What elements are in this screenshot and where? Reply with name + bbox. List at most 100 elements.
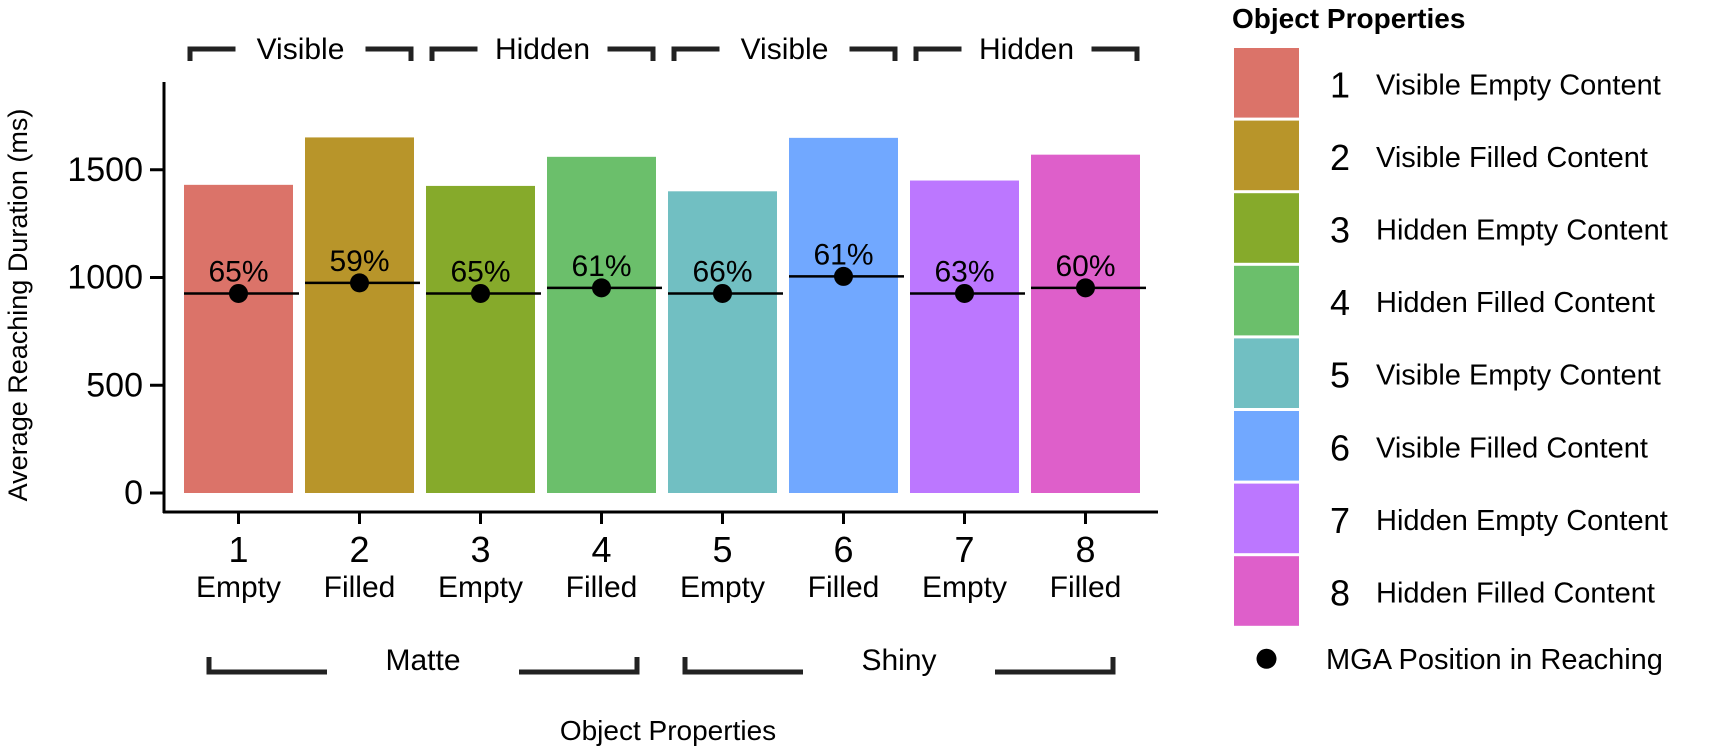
x-axis-label: Object Properties [560, 715, 776, 746]
legend-swatch-1 [1234, 48, 1299, 118]
bar-1 [184, 184, 293, 493]
top-group-brackets: Visible Hidden Visible Hidden [187, 33, 1140, 66]
legend-swatch-5 [1234, 338, 1299, 408]
mga-percent-label: 59% [329, 245, 389, 278]
mga-markers: 65% 59% 65% 61% 66% 61% 63% 60% [184, 238, 1146, 303]
y-tick-label: 0 [124, 474, 143, 512]
legend-swatch-3 [1234, 193, 1299, 263]
mga-percent-label: 65% [208, 255, 268, 288]
x-tick-label: 3 [470, 529, 490, 570]
y-ticks: 0 500 1000 1500 [67, 151, 164, 512]
mga-point [592, 278, 611, 298]
legend: Object Properties 1 Visible Empty Content… [1232, 3, 1668, 676]
legend-key: 2 [1330, 137, 1350, 178]
x-tick-label: 7 [954, 529, 974, 570]
bottom-bracket-left [682, 657, 803, 675]
legend-swatch-4 [1234, 265, 1299, 336]
x-sub-label: Filled [566, 571, 638, 604]
x-ticks: 1Empty2Filled3Empty4Filled5Empty6Filled7… [196, 512, 1121, 604]
legend-swatch-8 [1234, 556, 1299, 626]
mga-point [1076, 278, 1095, 298]
legend-key: 6 [1330, 427, 1350, 468]
legend-swatch-2 [1234, 120, 1299, 191]
x-sub-label: Empty [680, 571, 765, 604]
x-tick-label: 4 [591, 529, 611, 570]
legend-mga-point [1256, 648, 1277, 669]
x-tick-label: 6 [833, 529, 853, 570]
x-tick-label: 1 [228, 529, 248, 570]
bottom-bracket-right [995, 657, 1116, 675]
legend-swatch-6 [1234, 411, 1299, 481]
x-sub-label: Empty [196, 571, 281, 604]
bar-8 [1031, 154, 1140, 494]
top-group-label: Hidden [979, 33, 1074, 66]
mga-point [471, 283, 490, 303]
bar-4 [547, 156, 656, 493]
mga-percent-label: 60% [1055, 250, 1115, 283]
legend-label: Hidden Empty Content [1376, 505, 1668, 537]
bottom-group-label: Matte [385, 644, 460, 677]
bar-3 [426, 185, 535, 493]
bottom-bracket-right [519, 657, 640, 675]
bar-6 [789, 137, 898, 493]
legend-swatch-7 [1234, 483, 1299, 554]
top-bracket-right [849, 46, 898, 61]
legend-key: 4 [1330, 282, 1350, 323]
top-bracket-left [671, 46, 720, 61]
legend-label: Hidden Filled Content [1376, 287, 1655, 319]
mga-percent-label: 66% [692, 255, 752, 288]
mga-point [713, 283, 732, 303]
mga-point [955, 283, 974, 303]
x-sub-label: Filled [324, 571, 396, 604]
mga-percent-label: 63% [934, 255, 994, 288]
x-sub-label: Filled [1050, 571, 1122, 604]
legend-label: Visible Empty Content [1376, 360, 1661, 392]
legend-label: Visible Filled Content [1376, 142, 1648, 174]
legend-label: Hidden Empty Content [1376, 215, 1668, 247]
y-axis-label: Average Reaching Duration (ms) [3, 109, 33, 502]
legend-key: 7 [1330, 500, 1350, 541]
legend-label: Hidden Filled Content [1376, 578, 1655, 610]
mga-percent-label: 65% [450, 255, 510, 288]
legend-key: 1 [1330, 64, 1350, 105]
legend-label: Visible Empty Content [1376, 69, 1661, 101]
top-bracket-left [429, 46, 478, 61]
axes [162, 82, 1158, 514]
bars [184, 137, 1140, 494]
top-group-label: Hidden [495, 33, 590, 66]
bar-5 [668, 191, 777, 494]
x-tick-label: 8 [1075, 529, 1095, 570]
top-bracket-left [913, 46, 962, 61]
mga-point [229, 283, 248, 303]
mga-point [350, 273, 369, 293]
legend-key: 5 [1330, 355, 1350, 396]
top-bracket-left [187, 46, 236, 61]
bottom-group-brackets: Matte Shiny [206, 644, 1116, 677]
x-tick-label: 2 [349, 529, 369, 570]
y-tick-label: 500 [86, 366, 143, 404]
x-sub-label: Empty [922, 571, 1007, 604]
x-sub-label: Filled [808, 571, 880, 604]
legend-point-label: MGA Position in Reaching [1326, 644, 1663, 676]
legend-key: 8 [1330, 573, 1350, 614]
bottom-bracket-left [206, 657, 327, 675]
top-bracket-right [607, 46, 656, 61]
bottom-group-label: Shiny [861, 644, 936, 677]
top-group-label: Visible [741, 33, 829, 66]
mga-percent-label: 61% [571, 250, 631, 283]
y-tick-label: 1500 [67, 151, 143, 189]
x-tick-label: 5 [712, 529, 732, 570]
x-sub-label: Empty [438, 571, 523, 604]
top-bracket-right [365, 46, 414, 61]
legend-key: 3 [1330, 210, 1350, 251]
legend-label: Visible Filled Content [1376, 432, 1648, 464]
top-group-label: Visible [257, 33, 345, 66]
mga-percent-label: 61% [813, 238, 873, 271]
legend-title: Object Properties [1232, 3, 1465, 34]
bar-7 [910, 180, 1019, 493]
y-tick-label: 1000 [67, 259, 143, 297]
top-bracket-right [1091, 46, 1140, 61]
mga-point [834, 266, 853, 286]
bar-2 [305, 137, 414, 494]
